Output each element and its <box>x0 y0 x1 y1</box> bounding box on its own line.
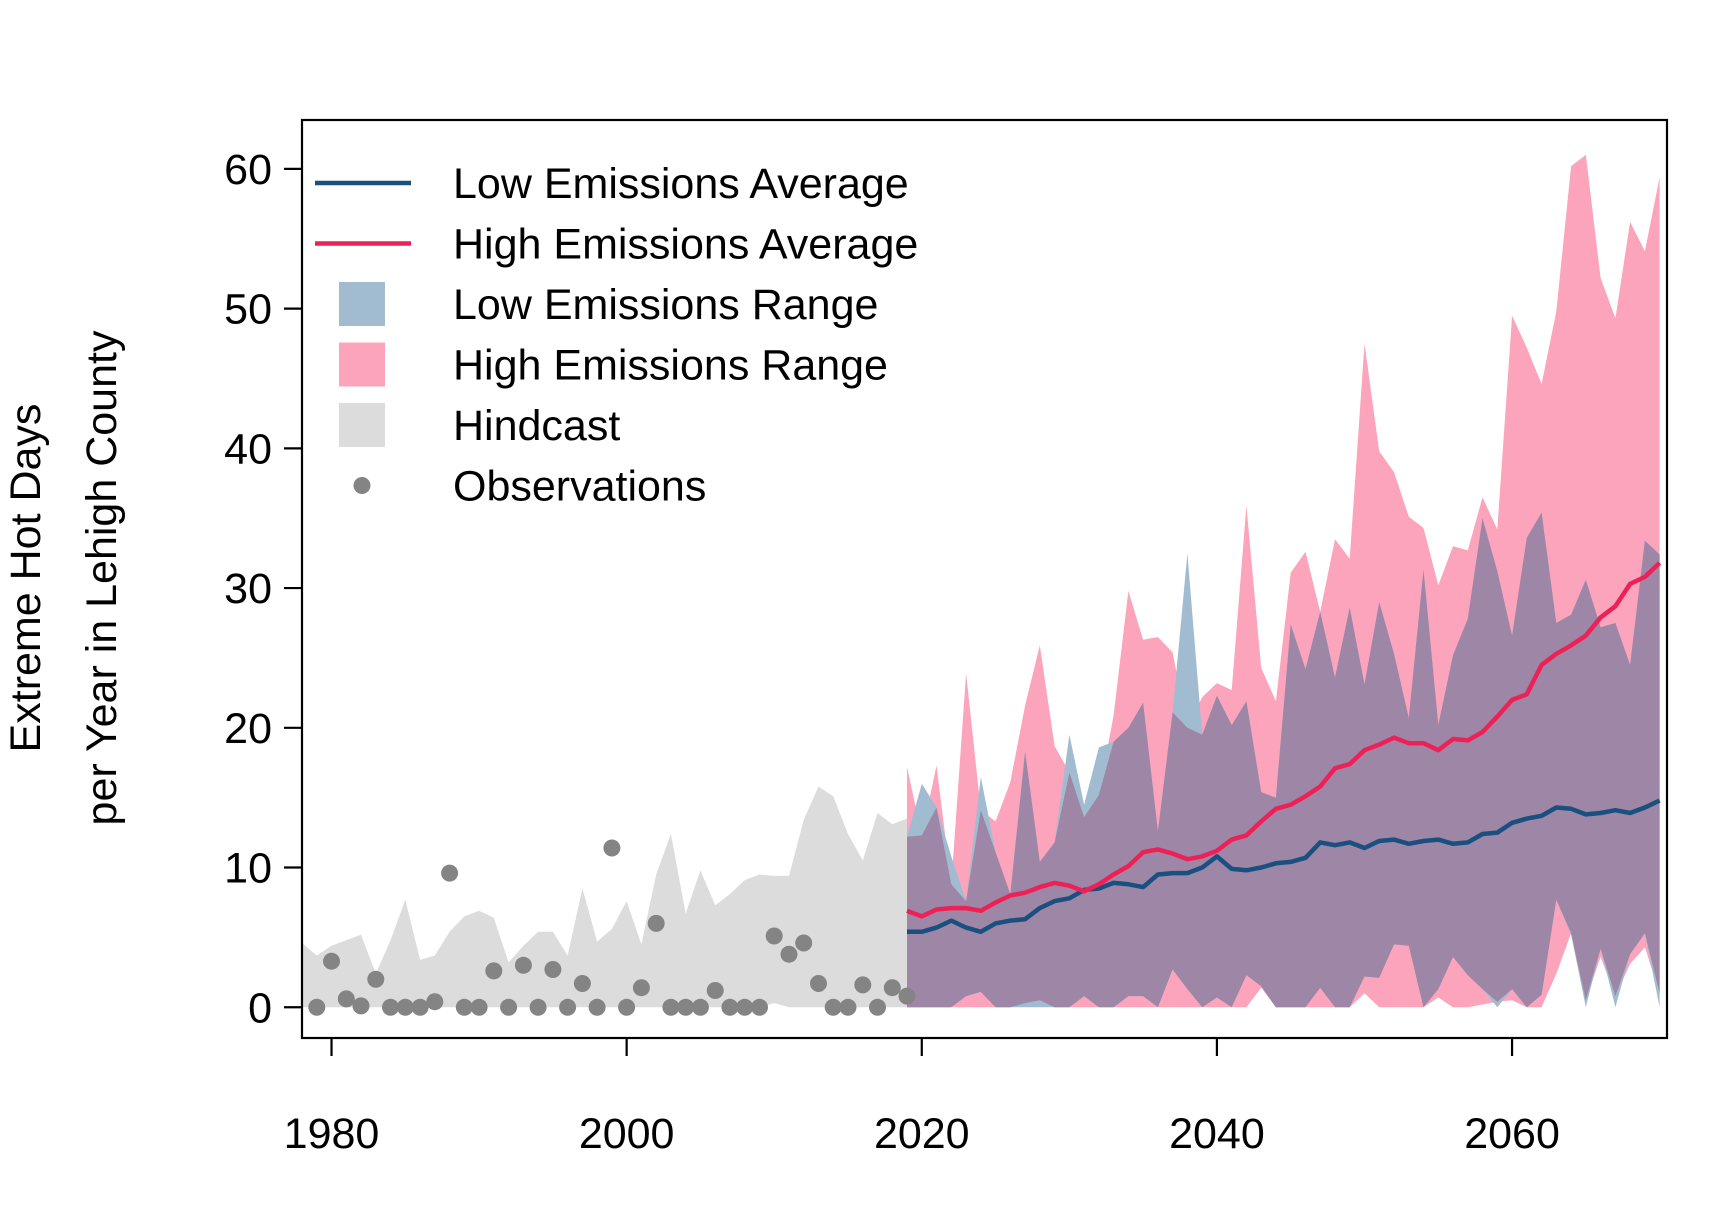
x-tick-label: 2000 <box>579 1110 675 1158</box>
y-tick-label: 40 <box>224 425 272 473</box>
plot-frame <box>300 118 1669 1040</box>
observation-point <box>780 945 798 963</box>
legend-label-low-emissions-range: Low Emissions Range <box>453 281 878 329</box>
axes: 0 10 20 30 40 50 60 1980 2000 2020 2040 2060 <box>224 118 1669 1158</box>
observation-point <box>573 975 591 992</box>
legend-swatch-hindcast <box>339 403 385 447</box>
observation-point <box>337 990 355 1008</box>
observation-point <box>795 934 813 952</box>
x-tick-label: 2020 <box>874 1110 970 1158</box>
observation-point <box>411 998 429 1016</box>
observation-point <box>618 998 636 1016</box>
observation-point <box>426 993 444 1011</box>
legend-swatch-high-emissions-range <box>339 342 385 387</box>
observation-point <box>839 998 857 1016</box>
observation-point <box>751 998 768 1016</box>
observation-point <box>869 998 886 1016</box>
observation-point <box>662 998 680 1016</box>
legend-label-high-emissions-range: High Emissions Range <box>453 342 888 390</box>
y-tick-label: 30 <box>224 565 272 613</box>
observation-point <box>455 998 473 1016</box>
plot-area <box>302 154 1662 1016</box>
observation-point <box>588 998 606 1016</box>
y-axis-label-line2: per Year in Lehigh County <box>78 330 126 825</box>
observation-point <box>898 987 916 1005</box>
observation-point <box>706 982 724 999</box>
observation-point <box>647 914 665 932</box>
observation-point <box>721 998 739 1016</box>
observation-point <box>603 839 621 857</box>
observation-point <box>765 927 783 945</box>
y-tick-label: 20 <box>224 705 272 753</box>
legend-label-high-emissions-average: High Emissions Average <box>453 221 918 269</box>
observation-point <box>559 998 577 1016</box>
observation-point <box>396 998 414 1016</box>
legend-label-observations: Observations <box>453 463 706 511</box>
y-tick-label: 10 <box>224 845 272 893</box>
low-emissions-average-line <box>907 798 1661 935</box>
legend-label-low-emissions-average: Low Emissions Average <box>453 160 909 208</box>
legend-swatch-observations <box>353 477 371 494</box>
x-tick-label: 1980 <box>284 1110 380 1158</box>
observation-point <box>382 998 399 1016</box>
observation-point <box>544 961 562 978</box>
observation-point <box>352 997 370 1015</box>
x-tick-label: 2040 <box>1169 1110 1265 1158</box>
observation-point <box>883 979 901 997</box>
y-tick-label: 60 <box>224 146 272 194</box>
observation-point <box>677 998 695 1016</box>
legend-label-hindcast: Hindcast <box>453 402 620 450</box>
observation-point <box>500 998 518 1016</box>
x-tick-label: 2060 <box>1464 1110 1560 1158</box>
observation-point <box>367 970 385 988</box>
legend-swatch-low-emissions-range <box>339 282 385 326</box>
observation-point <box>854 976 872 994</box>
observation-point <box>323 952 340 970</box>
observation-point <box>514 956 532 974</box>
observation-point <box>529 998 547 1016</box>
high-emissions-average-line <box>906 561 1662 919</box>
observation-point <box>632 979 650 997</box>
observation-point <box>824 998 842 1016</box>
hindcast-band <box>302 786 907 1008</box>
y-tick-label: 50 <box>224 286 272 334</box>
observation-point <box>485 962 503 980</box>
observation-point <box>470 998 488 1016</box>
y-axis-label-line1: Extreme Hot Days <box>2 404 50 753</box>
observation-point <box>441 864 459 882</box>
observation-point <box>308 998 326 1016</box>
observation-point <box>736 998 754 1016</box>
y-tick-label: 0 <box>248 984 272 1032</box>
observation-point <box>810 975 827 992</box>
legend: Low Emissions Average High Emissions Aver… <box>315 160 918 511</box>
observation-point <box>691 998 709 1016</box>
